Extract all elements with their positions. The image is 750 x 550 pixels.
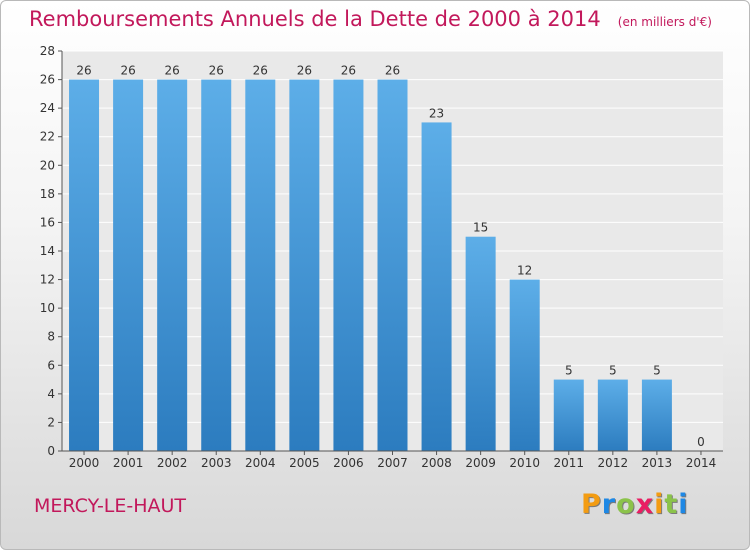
y-tick-label: 16 xyxy=(40,215,55,229)
bar-2002 xyxy=(157,79,188,452)
x-tick-label: 2000 xyxy=(69,456,100,470)
x-tick-label: 2008 xyxy=(421,456,452,470)
x-tick-label: 2012 xyxy=(598,456,629,470)
data-label-2012: 5 xyxy=(609,364,617,378)
x-tick-label: 2014 xyxy=(686,456,717,470)
y-tick-label: 22 xyxy=(40,130,55,144)
y-tick-label: 26 xyxy=(40,73,55,87)
x-tick-label: 2001 xyxy=(113,456,144,470)
x-tick-label: 2011 xyxy=(553,456,584,470)
y-tick-label: 14 xyxy=(40,244,55,258)
y-tick-label: 10 xyxy=(40,301,55,315)
data-label-2009: 15 xyxy=(473,221,488,235)
bar-2012 xyxy=(597,379,628,451)
data-label-2011: 5 xyxy=(565,364,573,378)
data-label-2004: 26 xyxy=(253,64,268,78)
data-label-2013: 5 xyxy=(653,364,661,378)
data-label-2014: 0 xyxy=(697,435,705,449)
logo-letter: P xyxy=(581,489,602,520)
y-tick-label: 12 xyxy=(40,273,55,287)
x-tick-label: 2002 xyxy=(157,456,188,470)
x-tick-label: 2007 xyxy=(377,456,408,470)
x-tick-label: 2004 xyxy=(245,456,276,470)
x-tick-label: 2009 xyxy=(465,456,496,470)
commune-name: MERCY-LE-HAUT xyxy=(34,495,187,517)
logo-letter: i xyxy=(678,489,689,520)
y-tick-label: 24 xyxy=(40,101,55,115)
bar-2011 xyxy=(553,379,584,451)
bar-2007 xyxy=(377,79,408,452)
bar-2010 xyxy=(509,279,540,451)
chart-title-unit: (en milliers d'€) xyxy=(617,15,712,29)
y-tick-label: 18 xyxy=(40,187,55,201)
proxiti-logo: Proxiti xyxy=(581,489,689,520)
y-tick-label: 28 xyxy=(40,44,55,58)
logo-letter: r xyxy=(601,489,617,520)
data-label-2001: 26 xyxy=(120,64,135,78)
chart-title-main: Remboursements Annuels de la Dette de 20… xyxy=(29,7,601,31)
x-tick-label: 2005 xyxy=(289,456,320,470)
x-tick-label: 2003 xyxy=(201,456,232,470)
data-label-2000: 26 xyxy=(76,64,91,78)
bar-2001 xyxy=(113,79,144,452)
logo-letter: i xyxy=(654,489,665,520)
chart-title: Remboursements Annuels de la Dette de 20… xyxy=(29,7,712,31)
data-label-2002: 26 xyxy=(165,64,180,78)
y-tick-label: 8 xyxy=(47,330,55,344)
bar-2003 xyxy=(201,79,232,452)
logo-letter: t xyxy=(664,489,679,520)
bar-2013 xyxy=(641,379,672,451)
bar-2006 xyxy=(333,79,364,452)
y-tick-label: 20 xyxy=(40,158,55,172)
bars xyxy=(69,79,672,452)
data-label-2007: 26 xyxy=(385,64,400,78)
y-tick-label: 6 xyxy=(47,358,55,372)
logo-letter: o xyxy=(616,489,636,520)
y-tick-label: 2 xyxy=(47,415,55,429)
data-label-2003: 26 xyxy=(209,64,224,78)
x-tick-label: 2013 xyxy=(642,456,673,470)
y-tick-label: 0 xyxy=(47,444,55,458)
x-tick-label: 2006 xyxy=(333,456,364,470)
bar-2009 xyxy=(465,236,496,451)
x-tick-label: 2010 xyxy=(509,456,540,470)
bar-2005 xyxy=(289,79,320,452)
bar-2008 xyxy=(421,122,452,451)
y-tick-label: 4 xyxy=(47,387,55,401)
data-label-2008: 23 xyxy=(429,106,444,120)
data-label-2006: 26 xyxy=(341,64,356,78)
logo-letter: x xyxy=(635,489,655,520)
bar-2000 xyxy=(69,79,100,452)
data-label-2005: 26 xyxy=(297,64,312,78)
data-labels: 26 26 26 26 26 26 26 26 23 15 12 5 5 5 0 xyxy=(76,64,704,449)
bar-2004 xyxy=(245,79,276,452)
data-label-2010: 12 xyxy=(517,264,532,278)
